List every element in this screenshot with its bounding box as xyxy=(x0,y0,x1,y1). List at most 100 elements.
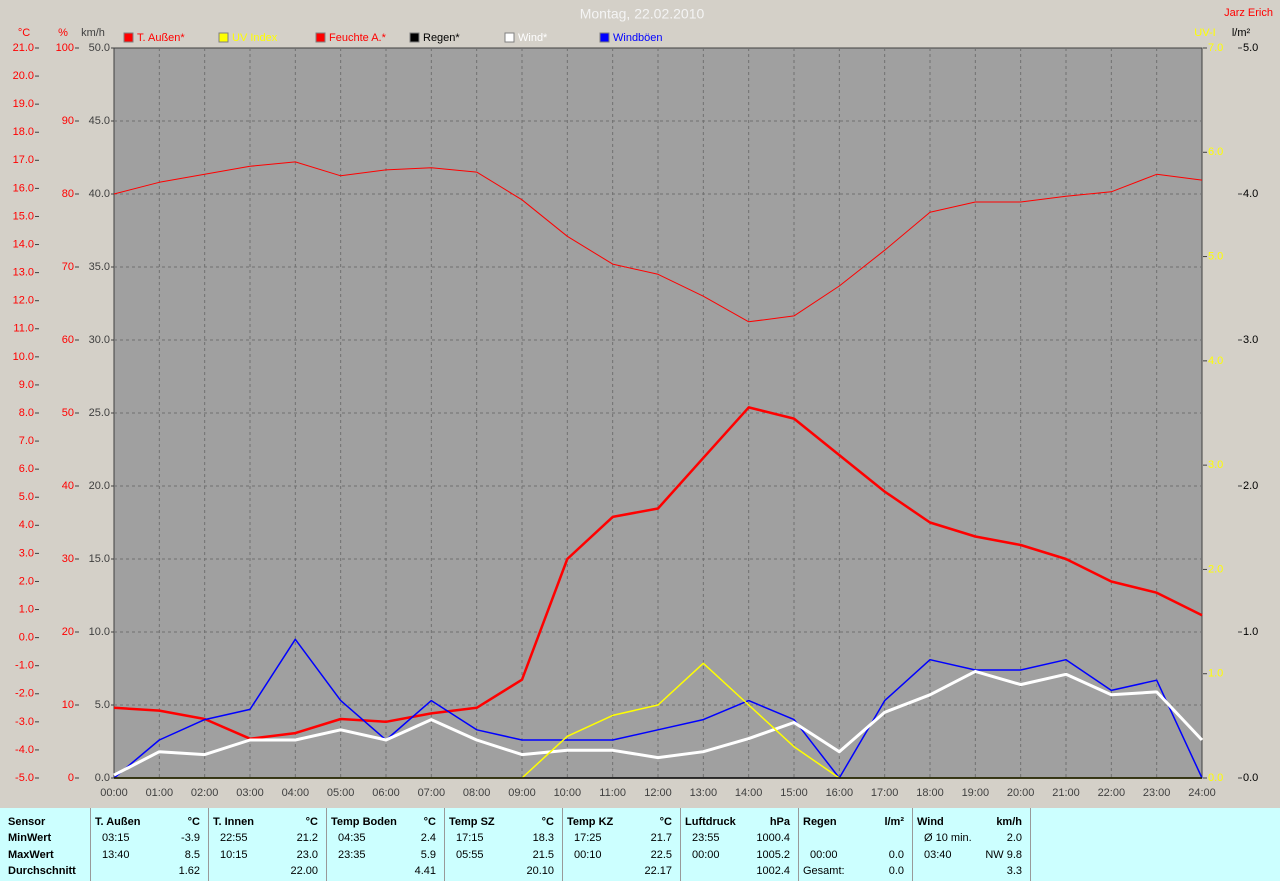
cell: -3.9 xyxy=(181,832,200,844)
cell: 13:40 xyxy=(102,849,130,861)
y-tick-label: 6.0 xyxy=(1208,146,1223,158)
group-name: Luftdruck xyxy=(685,816,736,828)
series-line xyxy=(113,669,1204,777)
y-tick-label: 15.0 xyxy=(13,210,34,222)
x-tick-label: 00:00 xyxy=(100,787,128,799)
cell: 10:15 xyxy=(220,849,248,861)
x-tick-label: 18:00 xyxy=(916,787,944,799)
legend-label: Regen* xyxy=(423,32,460,44)
y-tick-label: 50.0 xyxy=(89,42,110,54)
axis-unit: l/m² xyxy=(1232,27,1251,39)
x-tick-label: 04:00 xyxy=(282,787,310,799)
cell: 4.41 xyxy=(414,865,436,877)
y-tick-label: 20.0 xyxy=(89,480,110,492)
y-tick-label: -2.0 xyxy=(15,688,34,700)
axis-unit: °C xyxy=(18,27,30,39)
legend-label: Feuchte A.* xyxy=(329,32,387,44)
row-label: MinWert xyxy=(8,832,52,844)
x-tick-label: 12:00 xyxy=(644,787,672,799)
y-tick-label: 3.0 xyxy=(1208,459,1223,471)
x-tick-label: 01:00 xyxy=(146,787,174,799)
y-tick-label: 4.0 xyxy=(1208,355,1223,367)
x-tick-label: 09:00 xyxy=(508,787,536,799)
y-tick-label: 5.0 xyxy=(1208,250,1223,262)
y-tick-label: 2.0 xyxy=(1243,480,1258,492)
y-tick-label: 0.0 xyxy=(95,772,110,784)
group-unit: °C xyxy=(423,816,436,828)
y-tick-label: 8.0 xyxy=(19,407,34,419)
y-tick-label: 45.0 xyxy=(89,115,110,127)
cell: NW 9.8 xyxy=(985,849,1022,861)
x-tick-label: 21:00 xyxy=(1052,787,1080,799)
y-tick-label: 21.0 xyxy=(13,42,34,54)
y-tick-label: -4.0 xyxy=(15,744,34,756)
cell: 1.62 xyxy=(178,865,200,877)
legend-label: UV Index xyxy=(232,32,278,44)
cell: 00:10 xyxy=(574,849,602,861)
cell: 5.9 xyxy=(420,849,436,861)
cell: 22.00 xyxy=(290,865,318,877)
legend-swatch xyxy=(409,32,420,43)
chart-title: Montag, 22.02.2010 xyxy=(580,6,705,22)
column-separator xyxy=(90,808,91,881)
cell: 17:25 xyxy=(574,832,602,844)
x-tick-label: 23:00 xyxy=(1143,787,1171,799)
group-name: Temp KZ xyxy=(567,816,614,828)
cell: 03:15 xyxy=(102,832,130,844)
group-unit: °C xyxy=(305,816,318,828)
x-tick-label: 03:00 xyxy=(236,787,264,799)
column-separator xyxy=(680,808,681,881)
y-tick-label: 12.0 xyxy=(13,295,34,307)
cell: 03:40 xyxy=(924,849,952,861)
axis-unit: km/h xyxy=(81,27,105,39)
series-line xyxy=(113,406,1203,740)
legend-label: Wind* xyxy=(518,32,548,44)
y-tick-label: 1.0 xyxy=(1208,668,1223,680)
group-unit: km/h xyxy=(996,816,1022,828)
y-tick-label: 100 xyxy=(56,42,74,54)
x-tick-label: 15:00 xyxy=(780,787,808,799)
cell: 22:55 xyxy=(220,832,248,844)
group-name: T. Innen xyxy=(213,816,254,828)
x-tick-label: 10:00 xyxy=(554,787,582,799)
cell: 17:15 xyxy=(456,832,484,844)
x-tick-label: 22:00 xyxy=(1098,787,1126,799)
legend-label: Windböen xyxy=(613,32,663,44)
cell: 22.17 xyxy=(644,865,672,877)
column-separator xyxy=(562,808,563,881)
x-tick-label: 08:00 xyxy=(463,787,491,799)
stats-table: Sensor MinWert MaxWert Durchschnitt T. Außen… xyxy=(0,808,1280,881)
y-tick-label: 2.0 xyxy=(19,575,34,587)
y-tick-label: 35.0 xyxy=(89,261,110,273)
cell: Ø 10 min. xyxy=(924,832,972,844)
y-tick-label: 16.0 xyxy=(13,182,34,194)
y-tick-label: 1.0 xyxy=(19,603,34,615)
y-tick-label: 9.0 xyxy=(19,379,34,391)
y-tick-label: 10.0 xyxy=(89,626,110,638)
legend-swatch xyxy=(123,32,134,43)
x-tick-label: 24:00 xyxy=(1188,787,1216,799)
column-separator xyxy=(1030,808,1031,881)
x-tick-label: 05:00 xyxy=(327,787,355,799)
x-tick-label: 13:00 xyxy=(690,787,718,799)
cell: 1002.4 xyxy=(756,865,790,877)
y-tick-label: 13.0 xyxy=(13,267,34,279)
y-tick-label: -3.0 xyxy=(15,716,34,728)
y-tick-label: 5.0 xyxy=(95,699,110,711)
x-tick-label: 11:00 xyxy=(599,787,626,799)
y-tick-label: 17.0 xyxy=(13,154,34,166)
y-tick-label: 3.0 xyxy=(19,547,34,559)
x-tick-label: 02:00 xyxy=(191,787,219,799)
legend-label: T. Außen* xyxy=(137,32,185,44)
y-tick-label: -5.0 xyxy=(15,772,34,784)
group-name: Regen xyxy=(803,816,837,828)
cell: 0.0 xyxy=(888,849,904,861)
cell: 00:00 xyxy=(692,849,720,861)
cell: 18.3 xyxy=(532,832,554,844)
column-separator xyxy=(326,808,327,881)
group-name: Temp SZ xyxy=(449,816,495,828)
y-tick-label: 7.0 xyxy=(19,435,34,447)
row-label: MaxWert xyxy=(8,849,54,861)
cell: 21.7 xyxy=(650,832,672,844)
y-tick-label: 0.0 xyxy=(19,632,34,644)
